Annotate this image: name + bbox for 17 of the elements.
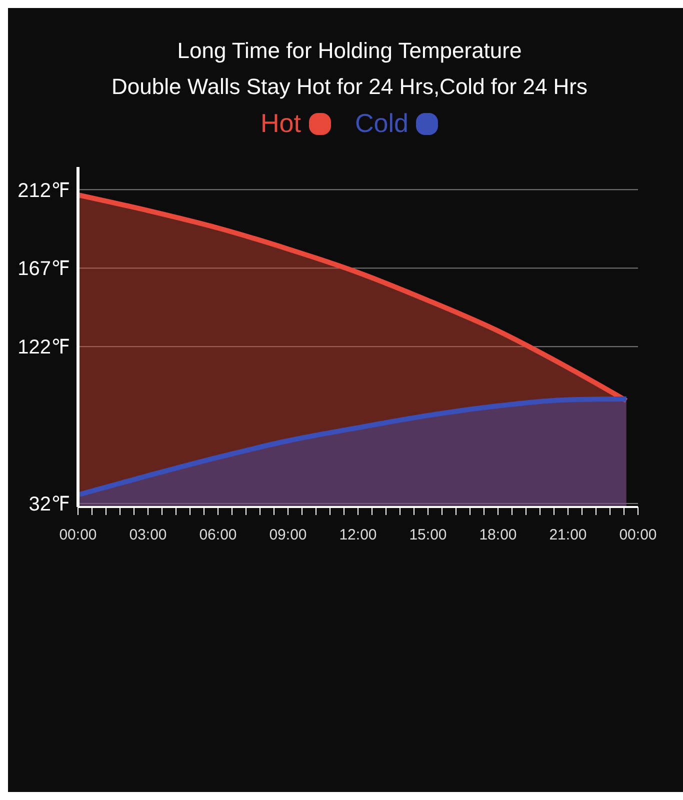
y-tick-label: 167℉ <box>18 258 70 280</box>
x-tick-label: 18:00 <box>479 526 517 544</box>
chart-title: Long Time for Holding Temperature <box>176 38 523 64</box>
y-tick-label: 32℉ <box>28 494 70 516</box>
x-tick-label: 06:00 <box>199 526 237 544</box>
y-tick-label: 212℉ <box>18 180 70 202</box>
x-tick-label: 00:00 <box>619 526 657 544</box>
x-tick-label: 21:00 <box>549 526 587 544</box>
x-tick-label: 03:00 <box>129 526 167 544</box>
x-tick-label: 12:00 <box>339 526 377 544</box>
x-tick-label: 15:00 <box>409 526 447 544</box>
y-tick-label: 122℉ <box>18 336 70 359</box>
chart-subtitle: Double Walls Stay Hot for 24 Hrs,Cold for 24 Hrs <box>110 74 589 100</box>
legend-label: Cold <box>354 108 410 139</box>
x-tick-label: 00:00 <box>59 526 97 544</box>
x-tick-label: 09:00 <box>269 526 307 544</box>
legend-label: Hot <box>260 108 302 139</box>
